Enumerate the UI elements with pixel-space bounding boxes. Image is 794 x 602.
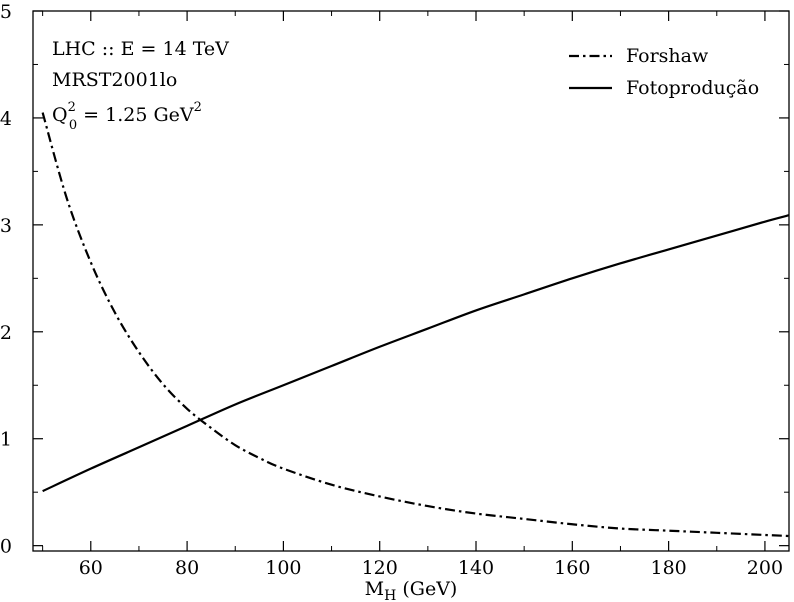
legend-label-fotoproducao: Fotoprodução [626,77,759,99]
series-line-forshaw [41,112,790,538]
x-tick-label: 60 [79,557,103,579]
y-tick-label: 0 [0,536,12,558]
x-tick-label: 120 [362,557,398,579]
x-tick-label: 160 [554,557,590,579]
x-tick-label: 80 [175,557,199,579]
legend: Forshaw Fotoprodução [569,45,759,99]
annotation-pdf: MRST2001lo [52,69,177,91]
legend-label-forshaw: Forshaw [626,45,709,67]
x-axis-label: MH (GeV) [365,578,458,602]
y-tick-label: ,4 [0,108,12,130]
y-tick-label: ,2 [0,322,12,344]
annotation-q0: Q2 0 = 1.25 GeV2 [52,100,202,133]
series-layer [41,112,790,538]
y-tick-label: ,5 [0,1,12,23]
x-tick-label: 180 [650,557,686,579]
series-line-fotoproducao [42,214,790,493]
x-tick-label: 140 [458,557,494,579]
y-tick-label: ,1 [0,429,12,451]
x-tick-label: 200 [747,557,783,579]
axis-ticks [33,10,789,551]
axis-tick-labels: 60 80 100 120 140 160 180 200 0 ,1 ,2 ,3 ,4 ,5 [0,1,783,579]
plot-frame [32,10,790,552]
y-tick-label: ,3 [0,215,12,237]
x-tick-label: 100 [265,557,301,579]
x-axis-label-subscript: H [384,588,396,602]
annotation-energy: LHC :: E = 14 TeV [52,38,229,60]
annotation-block: LHC :: E = 14 TeV MRST2001lo Q2 0 = 1.25 … [52,38,229,133]
